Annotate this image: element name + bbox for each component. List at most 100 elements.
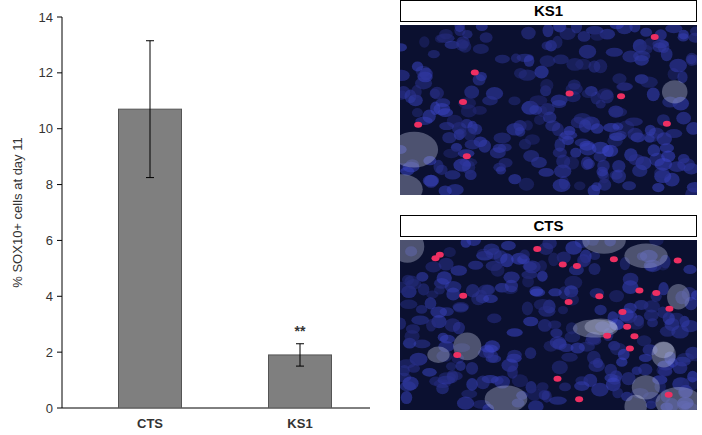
nucleus: [556, 155, 570, 169]
error-stem: [300, 344, 301, 366]
error-bar: [146, 41, 154, 178]
nucleus: [559, 382, 571, 391]
nucleus: [433, 103, 450, 115]
nucleus: [486, 248, 502, 259]
nucleus: [514, 68, 527, 79]
nucleus: [552, 360, 568, 374]
nucleus: [553, 179, 571, 192]
sox10-nucleus: [623, 324, 631, 330]
nucleus: [591, 123, 604, 134]
nucleus: [632, 165, 647, 177]
nucleus: [543, 25, 554, 37]
nucleus: [436, 165, 448, 175]
nucleus: [687, 371, 697, 383]
sox10-nucleus: [595, 293, 603, 299]
nucleus: [609, 107, 627, 117]
sox10-nucleus: [575, 396, 583, 402]
nucleus: [478, 285, 495, 295]
sox10-nucleus: [554, 376, 562, 382]
micrograph-background: [400, 25, 697, 195]
nucleus: [661, 151, 675, 163]
nucleus: [589, 263, 601, 275]
nucleus: [678, 33, 689, 41]
error-stem: [150, 41, 151, 178]
nucleus: [507, 365, 518, 379]
bars: [119, 41, 332, 408]
nucleus: [476, 25, 488, 31]
error-cap: [146, 177, 154, 178]
bright-region: [624, 395, 646, 410]
nucleus: [579, 119, 591, 132]
nucleus: [550, 336, 567, 349]
nucleus: [612, 73, 626, 84]
nucleus: [691, 290, 697, 300]
y-axis-label: % SOX10+ cells at day 11: [10, 137, 25, 287]
nucleus: [419, 36, 429, 47]
nucleus: [579, 141, 594, 151]
y-tick-label: 0: [46, 401, 53, 416]
nucleus: [461, 104, 477, 117]
nucleus: [523, 150, 539, 162]
nucleus: [594, 305, 606, 316]
nucleus: [401, 391, 413, 404]
nucleus: [466, 378, 478, 391]
nucleus: [669, 161, 686, 172]
bright-region: [662, 80, 688, 103]
sox10-nucleus: [471, 69, 479, 75]
y-tick: [57, 296, 62, 297]
y-axis: [62, 17, 63, 408]
y-tick-label: 6: [46, 233, 53, 248]
nucleus: [466, 284, 480, 298]
nucleus: [542, 390, 552, 402]
nucleus: [434, 286, 445, 295]
nucleus: [523, 262, 537, 271]
sox10-nucleus: [651, 34, 659, 40]
nucleus: [453, 322, 465, 335]
nucleus: [455, 25, 465, 32]
nucleus: [548, 288, 561, 296]
nucleus: [530, 288, 545, 296]
nucleus: [625, 118, 643, 126]
nucleus: [505, 280, 518, 293]
sox10-nucleus: [566, 91, 574, 97]
y-tick: [57, 128, 62, 129]
nucleus: [554, 138, 565, 151]
figure: 02468101214% SOX10+ cells at day 11CTSKS…: [0, 0, 702, 435]
sox10-nucleus: [665, 306, 673, 312]
nucleus: [571, 25, 582, 33]
y-tick: [57, 72, 62, 73]
nucleus: [423, 109, 436, 123]
y-tick-label: 4: [46, 289, 53, 304]
error-cap: [296, 366, 304, 367]
nucleus: [400, 381, 416, 391]
bright-region: [485, 385, 528, 410]
nucleus: [578, 31, 591, 42]
nucleus: [647, 87, 660, 101]
nucleus: [537, 260, 547, 271]
nucleus: [596, 100, 606, 109]
bright-region: [573, 319, 618, 337]
nucleus: [511, 54, 521, 63]
nucleus: [508, 96, 520, 105]
nucleus: [473, 74, 486, 85]
y-tick-label: 2: [46, 345, 53, 360]
sox10-nucleus: [674, 257, 682, 263]
nucleus: [529, 105, 542, 115]
nucleus: [681, 320, 697, 332]
nucleus: [484, 340, 500, 352]
sox10-nucleus: [453, 352, 461, 358]
nucleus: [519, 178, 534, 191]
nucleus: [609, 290, 624, 302]
nucleus: [606, 48, 623, 57]
y-tick-label: 14: [39, 10, 53, 25]
y-tick: [57, 240, 62, 241]
nucleus: [615, 131, 627, 140]
bright-region: [655, 387, 697, 410]
nucleus: [648, 144, 661, 156]
error-cap: [296, 343, 304, 344]
nucleus: [622, 181, 636, 190]
nucleus: [669, 59, 687, 73]
nucleus: [447, 370, 459, 383]
nucleus: [524, 55, 535, 67]
nucleus: [453, 158, 471, 171]
